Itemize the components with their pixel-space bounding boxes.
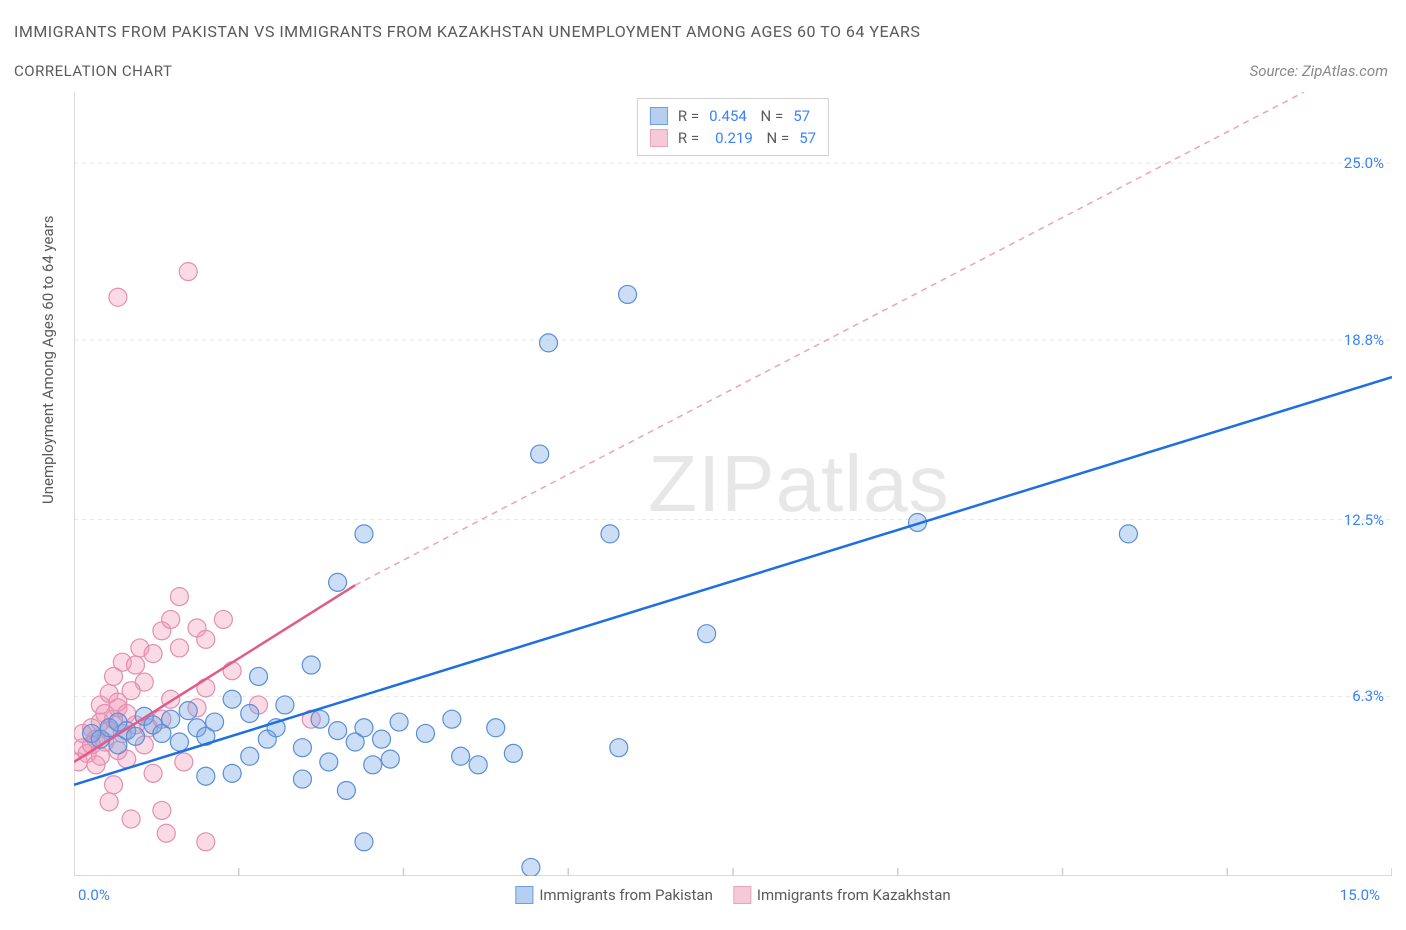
n-value-kazakhstan: 57	[799, 129, 816, 147]
source-attribution: Source: ZipAtlas.com	[1250, 62, 1388, 80]
y-tick-label: 12.5%	[1344, 511, 1384, 529]
scatter-svg	[74, 92, 1392, 876]
swatch-kazakhstan	[650, 129, 668, 147]
x-axis-max-label: 15.0%	[1340, 886, 1380, 904]
legend-row-kazakhstan: R =0.219 N =57	[650, 127, 816, 149]
x-axis-min-label: 0.0%	[78, 886, 110, 904]
legend-label-pakistan: Immigrants from Pakistan	[539, 886, 713, 904]
swatch-pakistan-icon	[515, 886, 533, 904]
r-value-kazakhstan: 0.219	[709, 129, 753, 147]
legend-item-pakistan: Immigrants from Pakistan	[515, 886, 713, 904]
n-value-pakistan: 57	[793, 107, 810, 125]
legend-row-pakistan: R =0.454 N =57	[650, 105, 816, 127]
y-tick-label: 25.0%	[1344, 154, 1384, 172]
swatch-pakistan	[650, 107, 668, 125]
y-tick-label: 6.3%	[1352, 687, 1384, 705]
correlation-legend: R =0.454 N =57 R =0.219 N =57	[637, 98, 829, 156]
chart-container: Unemployment Among Ages 60 to 64 years Z…	[14, 92, 1392, 916]
swatch-kazakhstan-icon	[733, 886, 751, 904]
series-legend: Immigrants from Pakistan Immigrants from…	[515, 886, 950, 904]
plot-area: ZIPatlas R =0.454 N =57 R =0.219 N =57 0…	[74, 92, 1392, 876]
chart-title: IMMIGRANTS FROM PAKISTAN VS IMMIGRANTS F…	[14, 22, 920, 41]
y-axis-label: Unemployment Among Ages 60 to 64 years	[39, 216, 57, 504]
y-tick-label: 18.8%	[1344, 331, 1384, 349]
chart-subtitle: CORRELATION CHART	[14, 62, 172, 80]
legend-item-kazakhstan: Immigrants from Kazakhstan	[733, 886, 951, 904]
r-value-pakistan: 0.454	[709, 107, 747, 125]
legend-label-kazakhstan: Immigrants from Kazakhstan	[757, 886, 951, 904]
